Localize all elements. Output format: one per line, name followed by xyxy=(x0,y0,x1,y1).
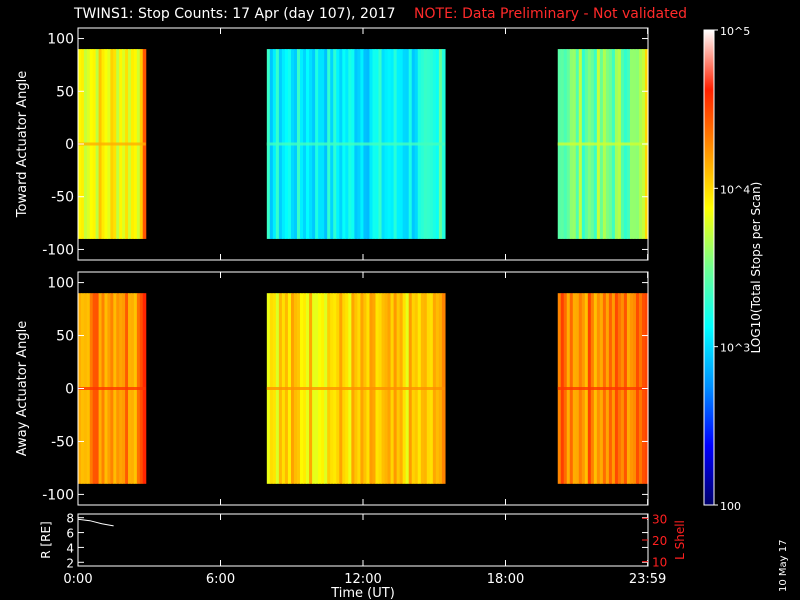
y-tick-label: -100 xyxy=(42,487,74,503)
panel-away xyxy=(78,293,649,484)
colorbar-label: LOG10(Total Stops per Scan) xyxy=(749,182,763,354)
y-tick-label: 6 xyxy=(66,527,74,541)
y-tick-label: 50 xyxy=(56,329,74,345)
x-tick-label: 23:59 xyxy=(629,572,666,587)
panel-ephemeris xyxy=(77,518,114,527)
colorbar-tick-label: 100 xyxy=(720,500,741,513)
y-axis-label: R [RE] xyxy=(39,521,53,558)
zero-angle-stripe xyxy=(266,142,445,146)
y-axis-label: Toward Actuator Angle xyxy=(15,71,30,218)
lshell-axis-label: L Shell xyxy=(673,520,687,560)
colorbar-scale xyxy=(703,29,715,506)
zero-angle-stripe xyxy=(78,142,146,146)
zero-angle-stripe xyxy=(557,142,648,146)
chart-title-line: TWINS1: Stop Counts: 17 Apr (day 107), 2… xyxy=(74,6,687,22)
y-tick-label: 0 xyxy=(65,137,74,153)
y-tick-label: 4 xyxy=(66,541,74,555)
colorbar-tick-label: 10^5 xyxy=(720,25,750,38)
y-axis-label: Away Actuator Angle xyxy=(15,321,30,456)
y-tick-label: 2 xyxy=(66,556,74,570)
lshell-tick-label: 10 xyxy=(652,556,667,570)
x-tick-label: 6:00 xyxy=(206,572,235,587)
y-tick-label: 100 xyxy=(47,32,74,48)
colorbar-tick-label: 10^3 xyxy=(720,342,750,355)
y-tick-label: 0 xyxy=(65,382,74,398)
x-tick-label: 0:00 xyxy=(63,572,92,587)
preliminary-note: NOTE: Data Preliminary - Not validated xyxy=(414,6,688,22)
y-tick-label: -50 xyxy=(51,434,74,450)
y-tick-label: -50 xyxy=(51,190,74,206)
y-tick-label: 8 xyxy=(66,512,74,526)
r-curve xyxy=(77,518,114,527)
x-tick-label: 12:00 xyxy=(344,572,381,587)
x-tick-label: 18:00 xyxy=(487,572,524,587)
panel-frame-ephemeris xyxy=(77,513,649,567)
y-tick-label: 100 xyxy=(47,276,74,292)
panel-toward xyxy=(78,49,649,239)
colorbar-tick-label: 10^4 xyxy=(720,183,750,196)
zero-angle-stripe xyxy=(78,387,146,390)
zero-angle-stripe xyxy=(266,387,445,390)
zero-angle-stripe xyxy=(557,387,648,390)
x-axis-label: Time (UT) xyxy=(330,586,395,600)
colorbar: 10^5 10^4 10^3 100 LOG10(Total Stops per Sca… xyxy=(703,25,763,513)
lshell-tick-label: 20 xyxy=(652,534,667,548)
chart-title: TWINS1: Stop Counts: 17 Apr (day 107), 2… xyxy=(74,6,396,22)
y-tick-label: 50 xyxy=(56,84,74,100)
y-tick-label: -100 xyxy=(42,242,74,258)
lshell-tick-label: 30 xyxy=(652,512,667,526)
